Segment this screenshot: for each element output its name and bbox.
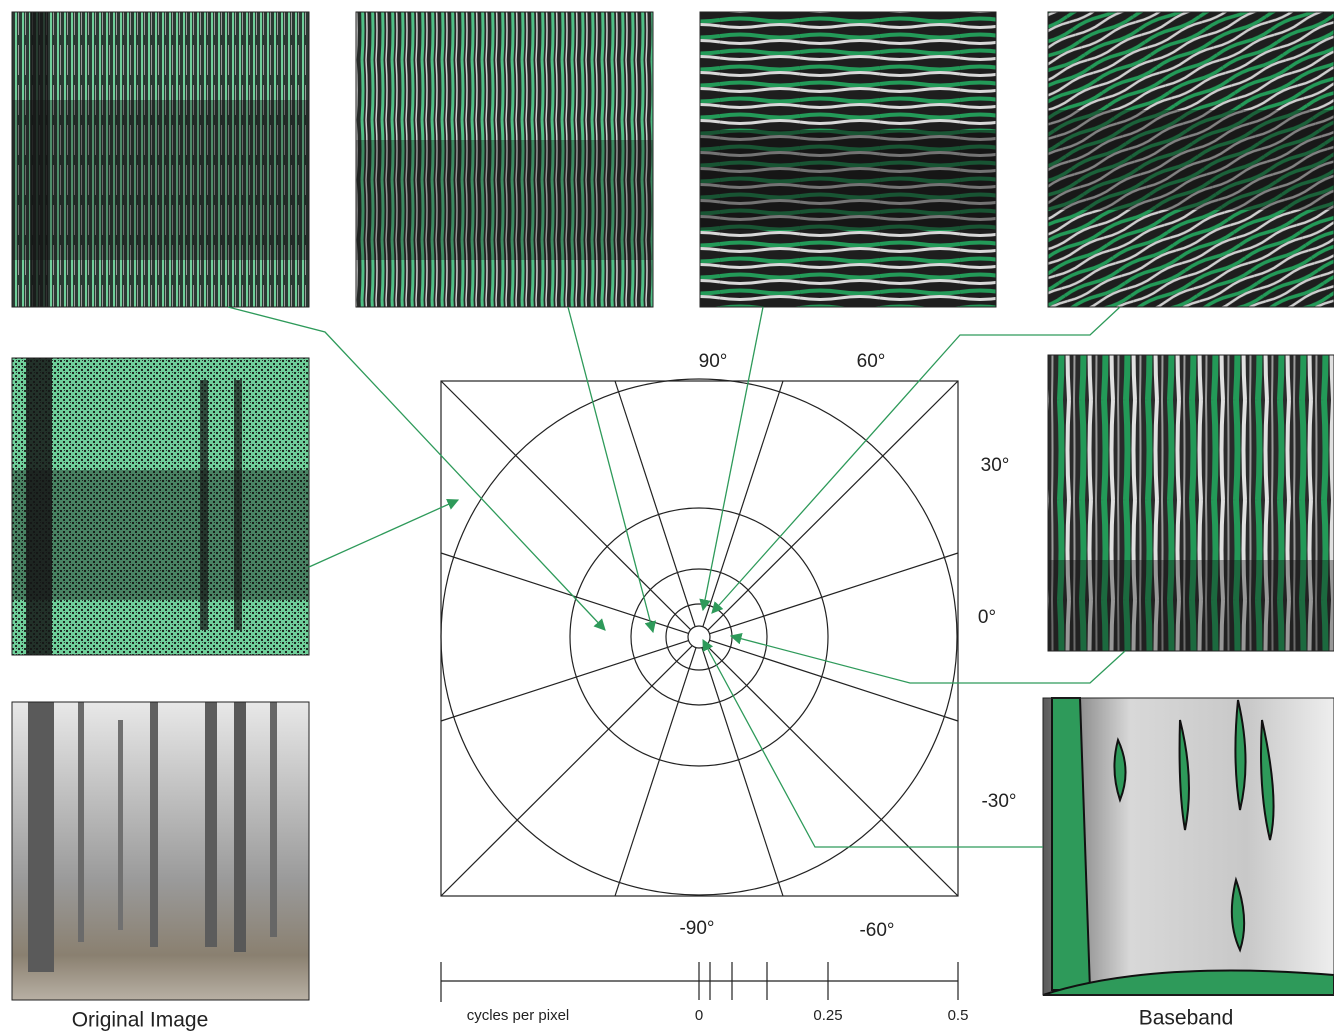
scale-label: 0.25 <box>813 1007 842 1024</box>
angle-label: -30° <box>981 791 1016 812</box>
angle-label: -60° <box>859 920 894 941</box>
angle-label: 0° <box>978 607 996 628</box>
frequency-diagram <box>441 379 958 896</box>
frequency-scale <box>441 962 958 1002</box>
figure: 90° 60° 30° 0° -30° -90° -60° cycles per… <box>0 0 1334 1033</box>
scale-title: cycles per pixel <box>467 1007 570 1024</box>
subband-image <box>700 12 996 307</box>
caption: Original Image <box>72 1009 209 1032</box>
subband-image <box>1048 355 1334 651</box>
original-image <box>12 702 309 1000</box>
angle-label: 60° <box>857 351 886 372</box>
angle-label: -90° <box>679 918 714 939</box>
baseband-image <box>1043 698 1334 995</box>
scale-label: 0.5 <box>948 1007 969 1024</box>
subband-image <box>12 12 309 307</box>
angle-label: 30° <box>981 455 1010 476</box>
subband-image <box>12 358 309 655</box>
scale-label: 0 <box>695 1007 703 1024</box>
subband-image <box>356 12 653 307</box>
arrows <box>228 307 1125 847</box>
subband-image <box>1048 12 1334 307</box>
angle-label: 90° <box>699 351 728 372</box>
caption: Baseband <box>1139 1007 1234 1030</box>
